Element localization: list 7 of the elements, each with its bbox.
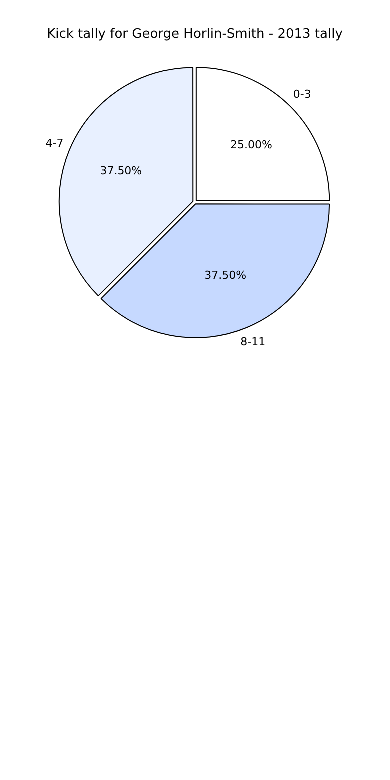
data-label: 37.50% — [100, 164, 142, 178]
slice-label: 4-7 — [46, 137, 64, 150]
chart-title: Kick tally for George Horlin-Smith - 2013 tally — [47, 27, 344, 42]
slice-label: 8-11 — [240, 335, 266, 348]
slice-label: 0-3 — [293, 88, 312, 101]
data-label: 25.00% — [230, 138, 272, 152]
data-label: 37.50% — [204, 268, 247, 282]
